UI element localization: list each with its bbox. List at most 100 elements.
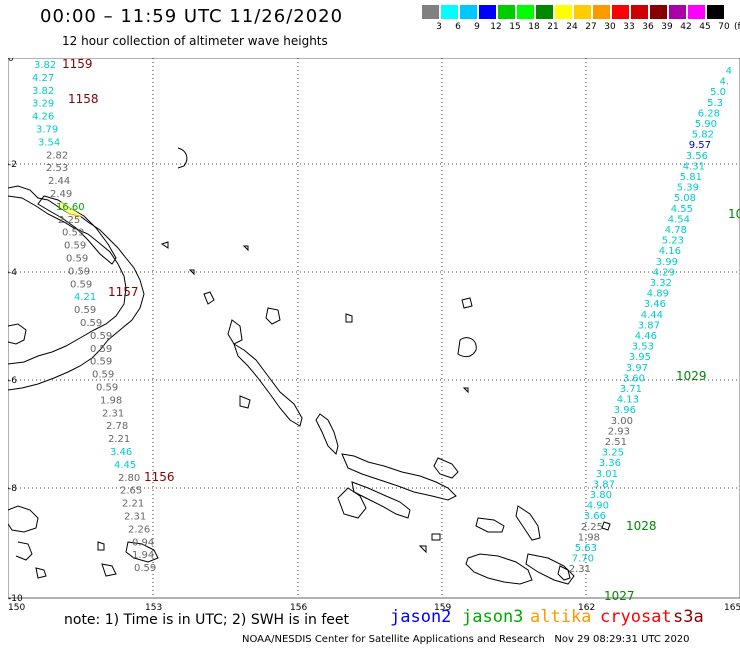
swh-reading: 0.59 bbox=[96, 383, 118, 394]
x-tick-label: 153 bbox=[145, 603, 162, 610]
swh-reading: 2.49 bbox=[50, 189, 72, 200]
swh-reading: 4 bbox=[726, 66, 732, 77]
swh-reading: 5.0 bbox=[710, 87, 726, 98]
map-subtitle: 12 hour collection of altimeter wave hei… bbox=[62, 34, 328, 48]
swh-reading: 0.59 bbox=[64, 241, 86, 252]
swh-reading: 0.59 bbox=[80, 318, 102, 329]
pass-time-label: 1027 bbox=[604, 589, 635, 603]
swh-reading: 16.60 bbox=[56, 202, 85, 213]
swh-reading: 3.95 bbox=[629, 352, 651, 363]
scale-swatch bbox=[460, 5, 477, 19]
swh-reading: 0.59 bbox=[74, 305, 96, 316]
scale-label: 18 bbox=[528, 22, 540, 32]
swh-reading: 3.36 bbox=[599, 458, 621, 469]
swh-reading: 0.59 bbox=[92, 370, 114, 381]
swh-reading: 4.78 bbox=[665, 225, 687, 236]
scale-swatch bbox=[669, 5, 686, 19]
scale-label: 45 bbox=[699, 22, 711, 32]
swh-reading: 2.31 bbox=[102, 408, 124, 419]
scale-swatch bbox=[650, 5, 667, 19]
scale-swatch bbox=[612, 5, 629, 19]
west-track-readings: 3.82 4.27 3.82 3.29 4.26 3.793.54 2.82 2.53 2.44… bbox=[32, 60, 156, 574]
y-tick-label: -2 bbox=[8, 160, 17, 170]
scale-label: 6 bbox=[455, 22, 461, 32]
swh-reading: 2.21 bbox=[122, 499, 144, 510]
x-tick-label: 150 bbox=[8, 603, 25, 610]
swh-reading: 4.89 bbox=[647, 289, 669, 300]
swh-reading: 1.98 bbox=[100, 395, 122, 406]
scale-label: 42 bbox=[680, 22, 692, 32]
swh-reading: 2.65 bbox=[120, 486, 142, 497]
swh-reading: 0.59 bbox=[90, 357, 112, 368]
swh-reading: 2.21 bbox=[108, 434, 130, 445]
swh-reading: 3.80 bbox=[590, 490, 612, 501]
scale-swatch bbox=[517, 5, 534, 19]
swh-reading: 7.70 bbox=[572, 554, 594, 565]
swh-reading: 2.31 bbox=[124, 512, 146, 523]
scale-swatch bbox=[593, 5, 610, 19]
swh-reading: 3.53 bbox=[632, 342, 654, 353]
satellite-legend-item: jason3 bbox=[462, 607, 524, 627]
swh-reading: 5.90 bbox=[695, 119, 717, 130]
swh-reading: 1.94 bbox=[132, 550, 154, 561]
y-tick-label: -8 bbox=[8, 484, 17, 494]
swh-reading: 3.97 bbox=[626, 363, 648, 374]
scale-swatch bbox=[498, 5, 515, 19]
scale-label: 27 bbox=[585, 22, 597, 32]
swh-reading: 0.59 bbox=[134, 563, 156, 574]
graticule bbox=[8, 58, 740, 598]
y-tick-label: -4 bbox=[8, 268, 17, 278]
scale-label: 70 bbox=[718, 22, 730, 32]
scale-swatch bbox=[422, 5, 439, 19]
swh-reading: 3.46 bbox=[110, 447, 132, 458]
scale-swatch bbox=[555, 5, 572, 19]
swh-reading: 6.28 bbox=[698, 108, 720, 119]
pass-time-label: 10 bbox=[728, 207, 740, 221]
scale-unit: (ft) bbox=[734, 22, 740, 32]
swh-reading: 0.59 bbox=[62, 228, 84, 239]
axis-labels: 150 153 156 159 162 165 0 -2 -4 -6 -8 -10 bbox=[8, 58, 740, 610]
swh-reading: 4.13 bbox=[617, 395, 639, 406]
east-track-readings: 44.5.05.36.285.905.829.573.564.315.815.3… bbox=[569, 66, 732, 575]
pass-time-label: 1159 bbox=[62, 58, 93, 71]
swh-reading: 3.82 bbox=[32, 86, 54, 97]
swh-reading: 3.99 bbox=[656, 257, 678, 268]
swh-reading: 2.44 bbox=[48, 176, 70, 187]
altimeter-map: 3.82 4.27 3.82 3.29 4.26 3.793.54 2.82 2.53 2.44… bbox=[8, 58, 740, 610]
swh-reading: 0.59 bbox=[70, 279, 92, 290]
x-tick-label: 159 bbox=[434, 603, 451, 610]
pass-time-label: 1156 bbox=[144, 470, 175, 484]
satellite-legend-item: altika bbox=[530, 607, 592, 627]
x-tick-label: 162 bbox=[578, 603, 595, 610]
swh-reading: 5.82 bbox=[692, 130, 714, 141]
note-text: note: 1) Time is in UTC; 2) SWH is in fe… bbox=[64, 612, 350, 628]
scale-label: 30 bbox=[604, 22, 616, 32]
swh-reading: 3.32 bbox=[650, 278, 672, 289]
footer-credit: NOAA/NESDIS Center for Satellite Applica… bbox=[242, 634, 690, 645]
swh-reading: 3.29 bbox=[32, 99, 54, 110]
swh-reading: 4.55 bbox=[671, 204, 693, 215]
coastlines bbox=[8, 147, 611, 585]
y-tick-label: -6 bbox=[8, 376, 17, 386]
swh-reading: 4. bbox=[719, 77, 729, 88]
satellite-legend-item: jason2 bbox=[390, 607, 452, 627]
swh-reading: 3.56 bbox=[686, 151, 708, 162]
scale-label: 36 bbox=[642, 22, 654, 32]
swh-reading: 0.94 bbox=[132, 537, 154, 548]
scale-label: 21 bbox=[547, 22, 559, 32]
swh-reading: 2.51 bbox=[605, 437, 627, 448]
swh-reading: 5.63 bbox=[575, 543, 597, 554]
scale-label: 24 bbox=[566, 22, 578, 32]
swh-reading: 2.93 bbox=[608, 426, 630, 437]
scale-label: 33 bbox=[623, 22, 635, 32]
swh-reading: 5.08 bbox=[674, 193, 696, 204]
pass-time-label: 1158 bbox=[68, 92, 99, 106]
swh-reading: 3.87 bbox=[593, 479, 615, 490]
swh-reading: 4.16 bbox=[659, 246, 681, 257]
swh-reading: 5.23 bbox=[662, 236, 684, 247]
swh-reading: 3.71 bbox=[620, 384, 642, 395]
swh-reading: 4.54 bbox=[668, 214, 690, 225]
swh-reading: 5.3 bbox=[707, 98, 723, 109]
pass-time-label: 1157 bbox=[108, 285, 139, 299]
scale-label: 9 bbox=[474, 22, 480, 32]
